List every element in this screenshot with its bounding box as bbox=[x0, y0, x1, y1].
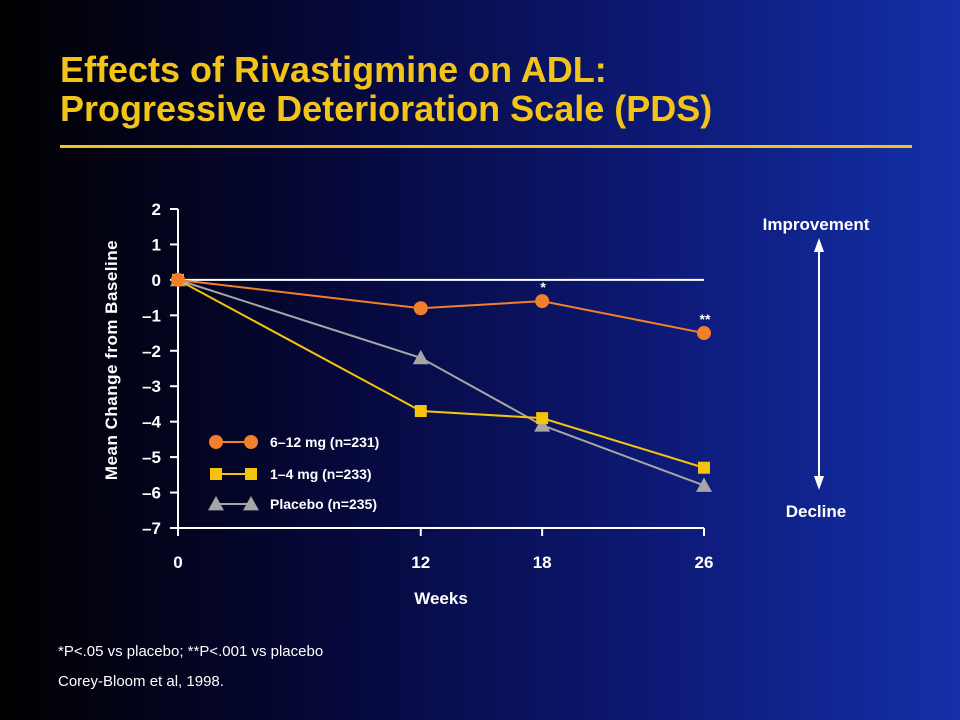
legend-marker bbox=[244, 435, 258, 449]
significance-marker: ** bbox=[700, 311, 711, 327]
y-tick-label: –6 bbox=[142, 484, 161, 503]
legend-marker bbox=[208, 496, 224, 511]
data-point-triangle bbox=[412, 349, 429, 365]
legend-label: Placebo (n=235) bbox=[270, 496, 377, 512]
legend-marker bbox=[210, 468, 222, 480]
decline-label: Decline bbox=[786, 502, 846, 521]
significance-footnote: *P<.05 vs placebo; **P<.001 vs placebo bbox=[58, 643, 324, 660]
series-line-square bbox=[177, 279, 705, 469]
data-point-circle bbox=[171, 272, 185, 287]
legend-marker bbox=[245, 468, 257, 480]
legend-label: 6–12 mg (n=231) bbox=[270, 434, 379, 450]
x-tick-label: 0 bbox=[173, 553, 182, 572]
x-axis-title: Weeks bbox=[414, 589, 468, 608]
up-arrow-icon bbox=[814, 238, 824, 252]
x-tick-label: 12 bbox=[411, 553, 430, 572]
data-point-square bbox=[536, 412, 549, 425]
data-point-square bbox=[698, 461, 710, 474]
y-tick-label: 0 bbox=[152, 271, 161, 290]
data-point-square bbox=[414, 405, 427, 418]
data-point-triangle bbox=[534, 417, 551, 432]
improvement-label: Improvement bbox=[763, 215, 870, 234]
series-line-triangle bbox=[177, 278, 705, 487]
y-tick-label: 1 bbox=[152, 235, 161, 254]
down-arrow-icon bbox=[814, 476, 824, 490]
slide-title: Effects of Rivastigmine on ADL: Progress… bbox=[60, 50, 920, 128]
title-line-1: Effects of Rivastigmine on ADL: bbox=[60, 49, 607, 90]
significance-marker: * bbox=[540, 279, 546, 295]
y-tick-label: –3 bbox=[142, 377, 161, 396]
y-tick-label: –4 bbox=[142, 413, 161, 432]
y-tick-label: –2 bbox=[142, 342, 161, 361]
data-point-circle bbox=[535, 294, 550, 309]
legend-marker bbox=[243, 496, 259, 511]
y-tick-label: –5 bbox=[142, 448, 161, 467]
x-tick-label: 26 bbox=[695, 553, 714, 572]
data-point-circle bbox=[697, 326, 711, 341]
data-point-triangle bbox=[696, 477, 712, 492]
data-point-circle bbox=[413, 301, 428, 316]
y-tick-label: 2 bbox=[152, 200, 161, 219]
x-tick-label: 18 bbox=[533, 553, 552, 572]
title-underline bbox=[60, 145, 912, 148]
title-line-2: Progressive Deterioration Scale (PDS) bbox=[60, 88, 713, 129]
y-tick-label: –7 bbox=[142, 519, 161, 538]
series-line-circle bbox=[177, 278, 705, 335]
legend-marker bbox=[209, 435, 223, 449]
legend-label: 1–4 mg (n=233) bbox=[270, 466, 372, 482]
y-axis-title: Mean Change from Baseline bbox=[102, 240, 121, 480]
reference-footnote: Corey-Bloom et al, 1998. bbox=[58, 673, 224, 690]
y-tick-label: –1 bbox=[142, 306, 161, 325]
